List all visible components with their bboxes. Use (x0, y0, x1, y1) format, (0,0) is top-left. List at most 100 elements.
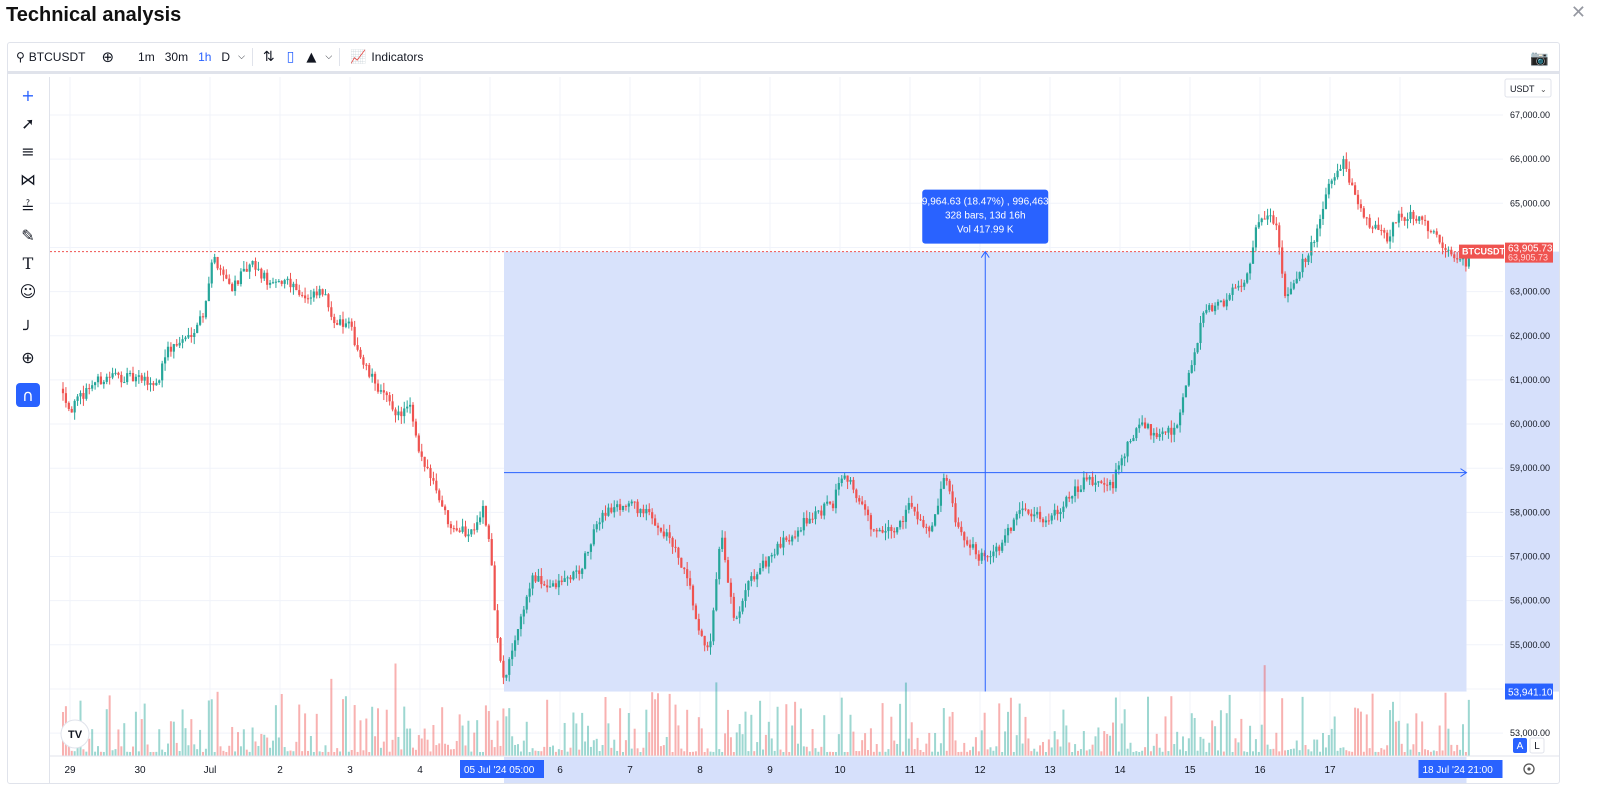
candle-body (1216, 301, 1220, 306)
candle-body (178, 342, 181, 346)
close-icon[interactable]: ✕ (1570, 2, 1586, 23)
candle-body (461, 526, 464, 532)
candle-body (175, 344, 178, 346)
magnet-icon[interactable]: ∩ (16, 383, 40, 407)
horizontal-lines-icon[interactable]: ≡ (21, 141, 35, 161)
price-axis-label: 60,000.00 (1510, 419, 1550, 429)
volume-bar (1362, 751, 1365, 756)
emoji-icon[interactable]: ☺ (19, 281, 37, 301)
volume-bar (642, 747, 645, 756)
interval-D[interactable]: D (221, 50, 231, 64)
ruler-icon[interactable]: ╯ (23, 319, 33, 339)
trend-line-icon[interactable]: ➚ (21, 113, 35, 133)
camera-snapshot-icon[interactable]: 📷 (1530, 49, 1549, 67)
candle-body (954, 503, 957, 523)
candle-body (76, 396, 79, 401)
interval-dropdown-chevron-icon[interactable]: ⌵ (238, 52, 245, 62)
candle-body (662, 531, 665, 537)
volume-bar (1199, 736, 1202, 756)
brush-icon[interactable]: ✎ (21, 225, 35, 245)
volume-bar (1018, 703, 1021, 756)
crosshair-icon[interactable]: + (21, 85, 35, 105)
candle-body (1318, 219, 1322, 229)
candle-body (347, 321, 350, 324)
candle-body (1243, 282, 1246, 287)
fib-retracement-icon[interactable]: ≟ (21, 197, 35, 217)
candle-body (493, 565, 496, 611)
candle-body (624, 505, 628, 507)
candle-body (1021, 508, 1024, 511)
zoom-in-icon[interactable]: ⊕ (21, 347, 35, 367)
volume-bar (1114, 697, 1117, 756)
candle-body (814, 511, 817, 520)
volume-bar (1106, 734, 1109, 756)
tradingview-logo[interactable]: TV (60, 719, 90, 749)
candle-body (341, 319, 345, 327)
auto-scale-button[interactable]: A (1513, 738, 1527, 753)
volume-bar (152, 751, 155, 756)
area-style-icon[interactable]: ▲ (306, 49, 317, 65)
volume-bar (1435, 751, 1438, 756)
volume-bar (132, 746, 134, 756)
candle-body (1030, 513, 1033, 517)
price-chart[interactable]: 9,964.63 (18.47%) , 996,463 328 bars, 13… (8, 43, 1560, 784)
interval-1m[interactable]: 1m (138, 50, 155, 64)
currency-select[interactable] (1504, 78, 1552, 98)
volume-bar (505, 716, 508, 756)
volume-bar (928, 732, 931, 756)
time-axis-range-highlight (504, 757, 1467, 783)
volume-bar (954, 740, 957, 756)
log-scale-button[interactable]: L (1529, 737, 1545, 754)
candle-body (966, 540, 969, 545)
candle-body (1400, 213, 1403, 218)
symbol-search-button[interactable]: ⚲ BTCUSDT (8, 43, 91, 71)
candle-body (455, 528, 458, 531)
price-axis-label: 55,000.00 (1510, 640, 1550, 650)
volume-bar (627, 712, 630, 756)
interval-30m[interactable]: 30m (164, 50, 189, 64)
candle-body (324, 294, 327, 296)
volume-bar (1447, 728, 1450, 756)
candle-body (403, 408, 406, 417)
candle-body (598, 522, 601, 525)
volume-bar (91, 729, 94, 756)
candle-body (738, 611, 741, 618)
volume-bar (292, 751, 295, 756)
bars-style-icon[interactable]: ⇅ (262, 49, 275, 65)
candles-style-icon[interactable]: ▯ (286, 49, 295, 65)
volume-bar (750, 714, 753, 756)
volume-bar (461, 725, 464, 756)
chart-settings-icon[interactable] (1523, 763, 1535, 775)
currency-chevron-icon[interactable]: ⌄ (1540, 85, 1547, 94)
candle-body (726, 560, 730, 583)
candle-body (534, 575, 537, 582)
price-axis-label: 65,000.00 (1510, 198, 1550, 208)
compare-add-icon[interactable]: ⊕ (101, 48, 115, 66)
candle-body (1438, 234, 1441, 243)
volume-bar (1313, 739, 1316, 756)
candle-body (1018, 510, 1021, 514)
pattern-icon[interactable]: ⋈ (20, 169, 36, 189)
candle-body (823, 503, 826, 516)
candle-body (840, 478, 843, 484)
interval-1h[interactable]: 1h (198, 50, 212, 64)
candle-body (942, 477, 945, 489)
volume-bar (802, 746, 805, 756)
text-tool-icon[interactable]: T (22, 253, 34, 273)
volume-bar (983, 712, 986, 756)
candle-body (438, 490, 441, 501)
candlestick-series (61, 152, 1470, 685)
volume-bar (1438, 725, 1441, 756)
volume-bar (1085, 750, 1088, 756)
volume-bar (315, 713, 318, 756)
volume-bar (120, 746, 123, 756)
candle-body (656, 525, 660, 528)
volume-bar (791, 725, 794, 756)
candle-body (1050, 515, 1053, 521)
chart-style-chevron-icon[interactable]: ⌵ (325, 52, 333, 62)
volume-bar (1155, 733, 1158, 756)
volume-bar (619, 708, 622, 756)
price-axis-label: 57,000.00 (1510, 552, 1550, 562)
indicators-button[interactable]: 📈 Indicators (344, 43, 429, 71)
volume-bar (193, 744, 196, 756)
